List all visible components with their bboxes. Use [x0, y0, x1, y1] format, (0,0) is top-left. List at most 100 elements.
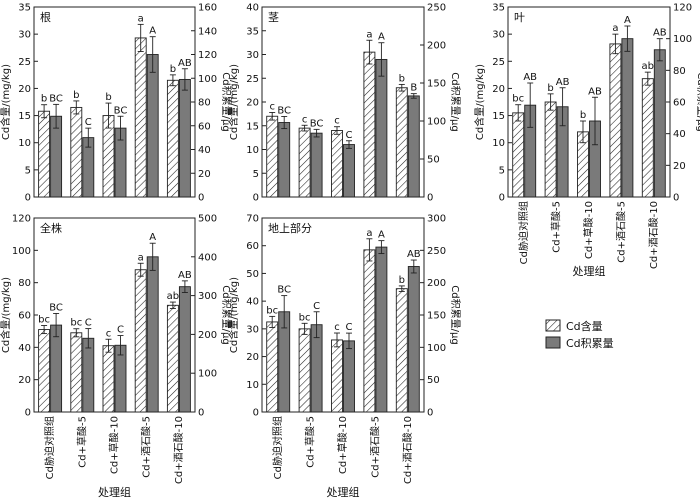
- bar-cd-accum: [407, 266, 420, 413]
- y-axis-left-label: Cd含量/(mg/kg): [227, 64, 240, 140]
- panel-title: 茎: [268, 11, 279, 24]
- tick-label-right: 50: [427, 375, 440, 386]
- tick-label-left: 0: [253, 408, 259, 419]
- category-label: Cd+酒石酸-5: [614, 201, 627, 263]
- legend-label-accum: Cd积累量: [566, 337, 614, 350]
- bar-cd-accum: [343, 340, 355, 413]
- tick-label-left: 10: [492, 138, 505, 149]
- significance-label: c: [269, 101, 275, 112]
- tick-label-right: 80: [198, 98, 211, 109]
- bar-cd-content: [266, 115, 279, 198]
- tick-label-right: 100: [427, 117, 446, 128]
- panel-title: 地上部分: [268, 221, 312, 235]
- tick-label-right: 250: [427, 246, 446, 257]
- tick-label-left: 120: [12, 214, 31, 225]
- tick-label-right: 250: [427, 3, 446, 14]
- significance-label: b: [105, 92, 111, 103]
- legend-swatch-content: [545, 319, 561, 332]
- significance-label: AB: [178, 270, 192, 281]
- tick-label-left: 20: [492, 84, 505, 95]
- panel-title: 全株: [40, 221, 62, 235]
- tick-label-left: 15: [492, 111, 505, 122]
- bar-cd-content: [641, 78, 654, 198]
- tick-label-left: 15: [246, 121, 259, 132]
- bar-cd-content: [331, 130, 343, 198]
- significance-label: C: [85, 117, 92, 128]
- tick-label-left: 35: [18, 3, 31, 14]
- y-axis-left-label: Cd含量/(mg/kg): [473, 64, 486, 140]
- bar-cd-accum: [621, 38, 634, 198]
- tick-label-right: 100: [198, 74, 217, 85]
- bar-cd-content: [166, 304, 179, 413]
- tick-label-left: 25: [246, 74, 259, 85]
- panel-title: 叶: [514, 11, 525, 24]
- significance-label: AB: [523, 72, 537, 83]
- tick-label-left: 5: [499, 165, 505, 176]
- tick-label-left: 35: [246, 26, 259, 37]
- significance-label: ab: [167, 291, 179, 302]
- tick-label-right: 120: [673, 3, 692, 14]
- significance-label: AB: [556, 77, 570, 88]
- tick-label-right: 500: [198, 214, 217, 225]
- tick-label-left: 40: [18, 343, 31, 354]
- tick-label-left: 20: [18, 375, 31, 386]
- panel-2: 茎 0 5 10 15 20 25 30 35 40 0 50 100 150 200 250 Cd含量/(mg…: [227, 3, 461, 204]
- category-label: Cd+酒石酸-5: [140, 416, 153, 478]
- significance-label: bc: [512, 94, 524, 105]
- tick-label-left: 5: [25, 165, 31, 176]
- tick-label-right: 50: [427, 155, 440, 166]
- tick-label-right: 20: [198, 169, 211, 180]
- tick-label-left: 60: [246, 241, 259, 252]
- tick-label-left: 20: [246, 98, 259, 109]
- bar-cd-content: [70, 332, 83, 413]
- significance-label: A: [149, 232, 156, 243]
- bar-cd-content: [395, 288, 408, 413]
- x-axis-title: 处理组: [573, 264, 606, 278]
- legend-label-content: Cd含量: [566, 319, 603, 333]
- bar-cd-accum: [178, 286, 191, 413]
- y-axis-left-label: Cd含量/(mg/kg): [0, 64, 12, 140]
- bar-cd-accum: [278, 122, 291, 198]
- tick-label-left: 35: [492, 3, 505, 14]
- tick-label-right: 100: [198, 369, 217, 380]
- y-axis-left-label: Cd含量/(mg/kg): [0, 277, 12, 353]
- category-label: Cd+酒石酸-5: [368, 416, 381, 478]
- significance-label: A: [624, 15, 631, 26]
- tick-label-right: 160: [198, 3, 217, 14]
- significance-label: b: [41, 94, 47, 105]
- bar-cd-content: [166, 79, 179, 198]
- tick-label-left: 10: [246, 380, 259, 391]
- tick-label-left: 10: [246, 145, 259, 156]
- bar-cd-content: [331, 339, 343, 413]
- x-axis-title: 处理组: [98, 485, 131, 499]
- tick-label-right: 300: [427, 214, 446, 225]
- category-label: Cd+草酸-10: [336, 416, 349, 474]
- bar-cd-accum: [343, 144, 355, 198]
- tick-label-right: 200: [427, 41, 446, 52]
- bar-cd-content: [298, 127, 311, 198]
- tick-label-right: 200: [198, 330, 217, 341]
- significance-label: BC: [277, 105, 291, 116]
- tick-label-left: 40: [246, 297, 259, 308]
- bar-cd-accum: [178, 78, 191, 198]
- tick-label-right: 80: [673, 66, 686, 77]
- tick-label-left: 0: [25, 193, 31, 204]
- tick-label-left: 30: [18, 30, 31, 41]
- significance-label: b: [170, 64, 176, 75]
- panel-5: 地上部分 0 10 20 30 40 50 60 70 0 50 100 150 200 250 300 Cd含…: [227, 214, 461, 500]
- panel-1: 根 0 5 10 15 20 25 30 35 0 20 40 60 80 100 120 140 160 Cd含量…: [0, 3, 232, 204]
- tick-label-right: 120: [198, 50, 217, 61]
- tick-label-right: 60: [198, 121, 211, 132]
- bar-cd-accum: [50, 324, 63, 413]
- y-axis-left-label: Cd含量/(mg/kg): [227, 277, 240, 353]
- tick-label-left: 30: [492, 30, 505, 41]
- significance-label: bc: [266, 305, 278, 316]
- tick-label-left: 30: [246, 324, 259, 335]
- tick-label-right: 40: [673, 129, 686, 140]
- x-axis-title: 处理组: [327, 485, 360, 499]
- bar-cd-accum: [146, 54, 159, 198]
- tick-label-right: 140: [198, 26, 217, 37]
- bar-cd-content: [38, 329, 51, 413]
- bar-cd-accum: [375, 58, 388, 198]
